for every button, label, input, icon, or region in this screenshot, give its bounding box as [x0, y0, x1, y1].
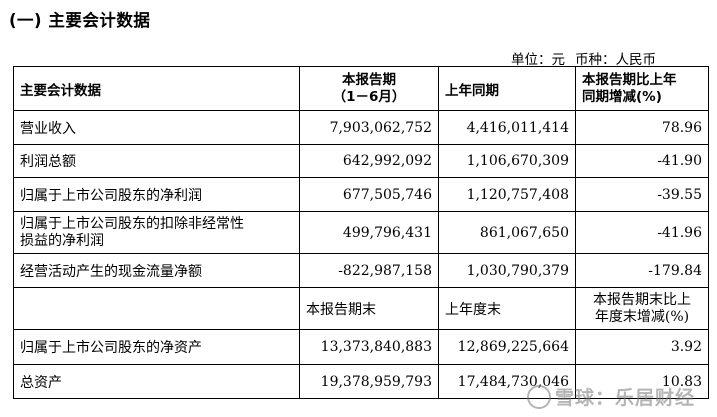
row-current: 499,796,431: [299, 211, 439, 254]
row-prior: 1,106,670,309: [438, 144, 576, 178]
header-change: 本报告期比上年 同期增减(%): [575, 66, 709, 111]
row-current: 13,373,840,883: [299, 329, 439, 365]
row-current: 19,378,959,793: [299, 364, 439, 399]
subheader-prior-year-end: 上年度末: [438, 287, 576, 330]
row-current: 677,505,746: [299, 177, 439, 212]
watermark: 雪球：乐居财经: [527, 383, 695, 411]
table-row: 归属于上市公司股东的净资产 13,373,840,883 12,869,225,…: [13, 329, 709, 365]
row-change: 78.96: [575, 110, 709, 145]
row-change: 10.83: [575, 364, 709, 399]
header-item: 主要会计数据: [13, 66, 300, 111]
row-change: 3.92: [575, 329, 709, 365]
header-prior-period: 上年同期: [438, 66, 576, 111]
subheader-period-end: 本报告期末: [299, 287, 439, 330]
accounting-data-table: 主要会计数据 本报告期 （1－6月） 上年同期 本报告期比上年 同期增减(%) 营业…: [13, 66, 709, 399]
row-label: 归属于上市公司股东的扣除非经常性 损益的净利润: [13, 211, 300, 254]
header-current-period: 本报告期 （1－6月）: [299, 66, 439, 111]
table-row: 归属于上市公司股东的扣除非经常性 损益的净利润 499,796,431 861,0…: [13, 211, 709, 254]
row-change: -39.55: [575, 177, 709, 212]
currency-label: 币种：人民币: [575, 52, 656, 68]
row-prior: 861,067,650: [438, 211, 576, 254]
row-label: 经营活动产生的现金流量净额: [13, 253, 300, 288]
row-change: -41.96: [575, 211, 709, 254]
row-label: 归属于上市公司股东的净资产: [13, 329, 300, 365]
snowball-logo-icon: [527, 384, 551, 409]
row-current: -822,987,158: [299, 253, 439, 288]
table-header-row: 主要会计数据 本报告期 （1－6月） 上年同期 本报告期比上年 同期增减(%): [13, 66, 709, 111]
row-label: 总资产: [13, 364, 300, 399]
row-prior: 4,416,011,414: [438, 110, 576, 145]
row-current: 642,992,092: [299, 144, 439, 178]
row-change: -41.90: [575, 144, 709, 178]
table-row: 经营活动产生的现金流量净额 -822,987,158 1,030,790,379…: [13, 253, 709, 288]
table-row: 归属于上市公司股东的净利润 677,505,746 1,120,757,408 …: [13, 177, 709, 212]
table-row: 利润总额 642,992,092 1,106,670,309 -41.90: [13, 144, 709, 178]
row-prior: 1,120,757,408: [438, 177, 576, 212]
row-prior: 12,869,225,664: [438, 329, 576, 365]
subheader-change: 本报告期末比上 年度末增减(%): [575, 287, 709, 330]
table-subheader-row: 本报告期末 上年度末 本报告期末比上 年度末增减(%): [13, 287, 709, 330]
row-label: 归属于上市公司股东的净利润: [13, 177, 300, 212]
row-label: 营业收入: [13, 110, 300, 145]
table-row: 营业收入 7,903,062,752 4,416,011,414 78.96: [13, 110, 709, 145]
unit-label: 单位：元: [511, 52, 565, 68]
subheader-empty: [13, 287, 300, 330]
unit-line: 单位：元 币种：人民币: [511, 48, 656, 68]
section-title: (一) 主要会计数据: [9, 11, 151, 30]
row-label: 利润总额: [13, 144, 300, 178]
table-row: 总资产 19,378,959,793 17,484,730,046 10.83: [13, 364, 709, 399]
row-change: -179.84: [575, 253, 709, 288]
row-prior: 1,030,790,379: [438, 253, 576, 288]
row-current: 7,903,062,752: [299, 110, 439, 145]
